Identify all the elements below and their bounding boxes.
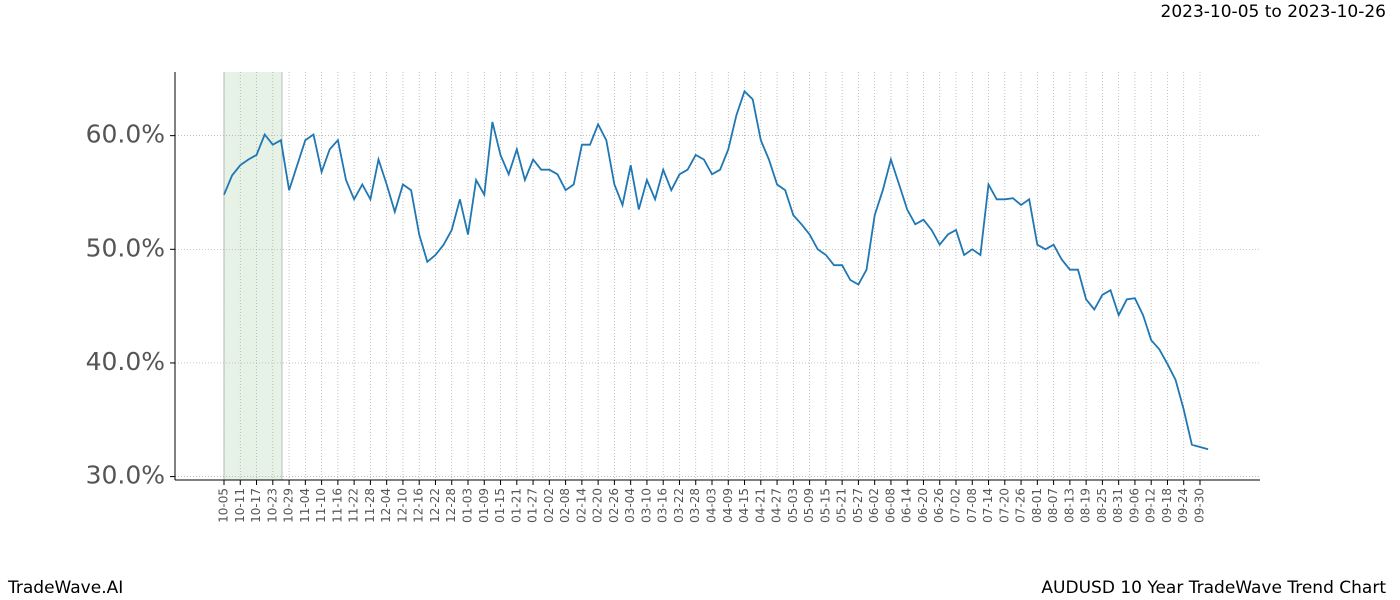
x-tick-label: 09-30 [1193, 488, 1207, 523]
x-tick-label: 04-09 [721, 488, 735, 523]
x-tick-label: 12-22 [428, 488, 442, 523]
x-tick-label: 08-31 [1111, 488, 1125, 523]
date-range: 2023-10-05 to 2023-10-26 [1161, 2, 1386, 22]
x-tick-label: 04-27 [770, 488, 784, 523]
x-tick-label: 12-10 [395, 488, 409, 523]
x-tick-label: 05-03 [786, 488, 800, 523]
x-tick-label: 01-03 [461, 488, 475, 523]
x-tick-label: 04-15 [737, 488, 751, 523]
x-tick-label: 03-16 [656, 488, 670, 523]
x-tick-label: 01-09 [477, 488, 491, 523]
x-tick-label: 05-27 [851, 488, 865, 523]
x-tick-label: 10-11 [233, 488, 247, 523]
x-tick-label: 11-10 [314, 488, 328, 523]
x-tick-label: 09-12 [1144, 488, 1158, 523]
x-tick-label: 09-06 [1127, 488, 1141, 523]
x-tick-label: 01-21 [509, 488, 523, 523]
x-tick-label: 08-25 [1095, 488, 1109, 523]
x-tick-label: 06-08 [883, 488, 897, 523]
y-tick-label: 40.0% [86, 347, 165, 376]
y-tick-label: 30.0% [86, 461, 165, 490]
x-tick-label: 11-22 [347, 488, 361, 523]
x-tick-label: 07-02 [949, 488, 963, 523]
x-tick-label: 08-01 [1030, 488, 1044, 523]
x-tick-label: 12-04 [379, 488, 393, 523]
plot: 30.0% 40.0% 50.0% 60.0% 10-05 10-11 10-17 10-23… [86, 72, 1260, 523]
x-tick-label: 08-19 [1079, 488, 1093, 523]
x-tick-label: 06-20 [916, 488, 930, 523]
x-tick-label: 03-10 [639, 488, 653, 523]
y-tick-label: 50.0% [86, 233, 165, 262]
x-tick-label: 10-17 [249, 488, 263, 523]
x-tick-label: 06-02 [867, 488, 881, 523]
y-tick-label: 60.0% [86, 120, 165, 149]
x-tick-label: 10-05 [217, 488, 231, 523]
chart-title: AUDUSD 10 Year TradeWave Trend Chart [1041, 578, 1386, 598]
x-tick-label: 01-27 [526, 488, 540, 523]
x-tick-label: 11-04 [298, 488, 312, 523]
x-tick-label: 02-26 [607, 488, 621, 523]
x-tick-label: 12-28 [444, 488, 458, 523]
x-tick-label: 02-02 [542, 488, 556, 523]
highlight-span [224, 72, 282, 480]
x-tick-label: 11-28 [363, 488, 377, 523]
x-tick-label: 08-07 [1046, 488, 1060, 523]
brand: TradeWave.AI [7, 578, 123, 598]
x-tick-label: 11-16 [330, 488, 344, 523]
x-tick-label: 01-15 [493, 488, 507, 523]
x-tick-label: 05-21 [835, 488, 849, 523]
x-tick-label: 07-26 [1014, 488, 1028, 523]
x-tick-label: 07-20 [997, 488, 1011, 523]
x-tick-label: 10-29 [282, 488, 296, 523]
x-tick-label: 03-22 [672, 488, 686, 523]
x-tick-label: 08-13 [1062, 488, 1076, 523]
x-tick-label: 06-14 [900, 488, 914, 523]
x-tick-label: 03-28 [688, 488, 702, 523]
x-tick-label: 09-18 [1160, 488, 1174, 523]
x-tick-label: 04-21 [753, 488, 767, 523]
x-tick-label: 10-23 [265, 488, 279, 523]
x-tick-label: 09-24 [1176, 488, 1190, 523]
x-tick-label: 05-15 [818, 488, 832, 523]
data-line [223, 89, 1209, 451]
x-tick-label: 07-08 [965, 488, 979, 523]
x-tick-label: 07-14 [981, 488, 995, 523]
x-tick-label: 12-16 [412, 488, 426, 523]
x-tick-label: 02-20 [591, 488, 605, 523]
x-tick-label: 02-14 [574, 488, 588, 523]
x-tick-label: 05-09 [802, 488, 816, 523]
x-tick-label: 06-26 [932, 488, 946, 523]
x-tick-label: 02-08 [558, 488, 572, 523]
x-tick-label: 04-03 [705, 488, 719, 523]
x-tick-label: 03-04 [623, 488, 637, 523]
